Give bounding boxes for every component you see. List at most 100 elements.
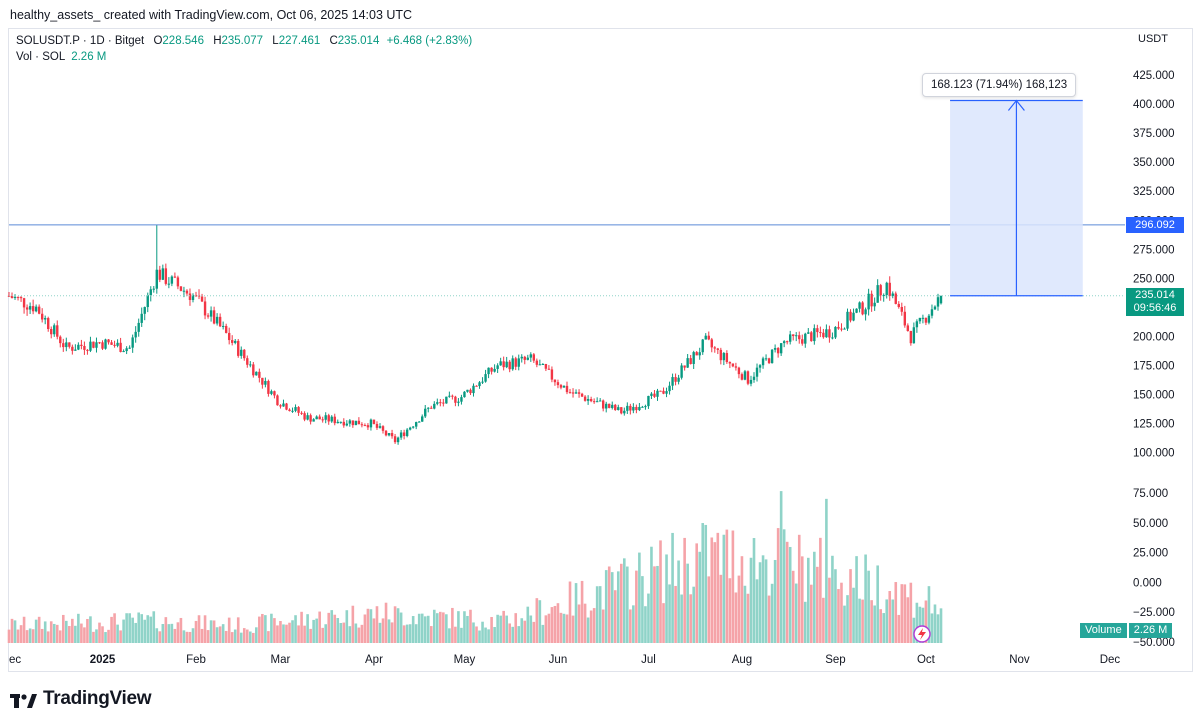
lightning-icon-bolt [918, 628, 926, 640]
candle-body [556, 382, 560, 386]
volume-tick-label: −50.000 [1133, 637, 1175, 649]
volume-bar [116, 624, 119, 643]
volume-tick-label: 0.000 [1133, 577, 1162, 589]
volume-bar [74, 625, 77, 643]
candle-body [215, 316, 219, 324]
volume-bar [31, 629, 35, 643]
candle-body [930, 309, 934, 316]
candle-body [888, 282, 891, 296]
candle-body [430, 407, 433, 409]
volume-bar [252, 632, 255, 643]
volume-tag-value: 2.26 M [1128, 623, 1173, 638]
candle-body [128, 347, 131, 349]
volume-bar [665, 554, 668, 643]
candle-body [743, 371, 747, 380]
candle-body [939, 295, 943, 304]
volume-bar [897, 614, 901, 643]
candle-body [110, 342, 113, 345]
candle-body [246, 358, 249, 365]
volume-bar [695, 543, 698, 643]
candle-body [834, 326, 837, 338]
volume-bar [626, 566, 629, 643]
volume-bar [245, 629, 249, 643]
candle-body [523, 356, 526, 360]
volume-bar [915, 602, 919, 643]
candle-body [22, 298, 26, 308]
price-tick-label: 400.000 [1133, 99, 1175, 111]
candle-body [396, 437, 400, 443]
volume-tick-label: 25.000 [1133, 548, 1168, 560]
candle-body [626, 405, 629, 411]
candle-body [822, 332, 825, 338]
volume-bar [556, 603, 560, 643]
volume-bar [683, 537, 686, 643]
volume-bar [710, 537, 714, 643]
candle-body [427, 407, 430, 409]
candle-body [28, 306, 32, 310]
volume-bar [601, 609, 605, 643]
volume-bar [876, 565, 879, 643]
candle-body [933, 306, 937, 310]
candle-body [725, 353, 729, 363]
candle-body [16, 296, 20, 298]
volume-bar [858, 598, 861, 643]
volume-bar [553, 605, 557, 643]
volume-bar [40, 628, 44, 643]
candle-body [553, 379, 557, 383]
volume-bar [589, 610, 593, 643]
last-price-tag: 235.014 09:56:46 [1126, 287, 1184, 316]
volume-bar [517, 626, 521, 643]
candle-body [327, 415, 330, 422]
volume-bar [686, 563, 689, 643]
volume-bar [882, 613, 886, 643]
volume-bar [797, 534, 801, 643]
volume-bar [83, 627, 86, 643]
candle-body [402, 432, 406, 436]
candle-body [665, 391, 668, 394]
candle-body [294, 407, 297, 411]
measure-arrow-head [1007, 99, 1025, 111]
volume-bar [345, 610, 349, 643]
volume-bar [635, 570, 638, 643]
volume-bar [384, 602, 388, 643]
volume-bar [562, 613, 566, 643]
candle-body [252, 364, 255, 376]
candle-body [224, 325, 228, 333]
candle-body [704, 335, 707, 340]
volume-bar [55, 624, 59, 643]
resistance-price-tag: 296.092 [1126, 216, 1184, 233]
volume-bar [131, 617, 134, 643]
volume-bar [616, 571, 620, 643]
candle-body [737, 367, 741, 375]
candle-body [221, 325, 225, 327]
candle-body [357, 420, 361, 425]
volume-bar [414, 624, 418, 643]
currency-unit-button[interactable]: USDT [1127, 29, 1179, 49]
chart-frame[interactable] [8, 28, 1193, 672]
candle-body [571, 392, 575, 394]
candle-body [113, 344, 116, 346]
volume-bar [330, 610, 334, 643]
candle-body [879, 285, 882, 296]
candle-body [264, 380, 267, 385]
volume-bar [716, 532, 720, 643]
volume-bar [650, 546, 653, 643]
volume-bar [837, 589, 840, 643]
candle-body [617, 407, 620, 410]
candle-body [457, 401, 460, 403]
measure-label[interactable]: 168.123 (71.94%) 168,123 [922, 73, 1077, 97]
candle-body [384, 430, 388, 436]
tradingview-logo[interactable]: TradingView [10, 688, 152, 710]
price-tick-label: 150.000 [1133, 390, 1175, 402]
candle-body [282, 403, 285, 407]
volume-bar [420, 613, 424, 643]
candle-body [499, 361, 502, 366]
candle-body [10, 295, 14, 298]
volume-bar [565, 614, 569, 643]
price-tick-label: 125.000 [1133, 419, 1175, 431]
candle-body [47, 318, 50, 330]
volume-bar [134, 622, 137, 643]
volume-bar [390, 622, 394, 643]
volume-bar [484, 627, 487, 643]
